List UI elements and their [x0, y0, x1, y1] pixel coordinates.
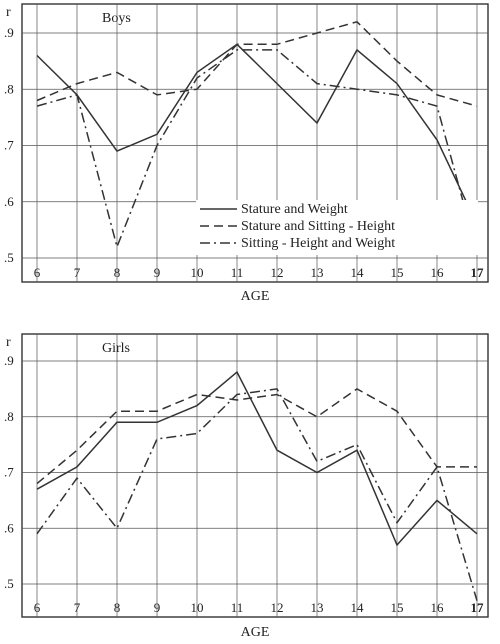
y-tick-label: .6 — [4, 194, 14, 209]
x-tick-label: 16 — [431, 600, 445, 615]
legend-entry: Sitting - Height and Weight — [241, 236, 395, 251]
x-tick-label: 17 — [471, 265, 485, 280]
x-tick-label: 14 — [351, 265, 365, 280]
series-line-solid — [36, 43, 478, 225]
series-line-dashed — [36, 20, 478, 107]
x-tick-label: 8 — [114, 600, 121, 615]
y-tick-label: .9 — [4, 25, 14, 40]
legend-entry: Stature and Weight — [241, 202, 348, 217]
x-tick-label: 12 — [271, 600, 284, 615]
y-tick-label: .7 — [4, 465, 14, 480]
y-tick-label: .8 — [4, 81, 14, 96]
panel-title: Boys — [102, 11, 131, 26]
y-tick-label: .7 — [4, 138, 14, 153]
x-tick-label: 11 — [231, 265, 244, 280]
y-tick-label: .5 — [4, 250, 14, 265]
x-axis-label: AGE — [241, 625, 270, 640]
x-tick-label: 15 — [391, 600, 404, 615]
chart-panel-girls: 6 7 8 9 10 11 12 13 14 15 16 17 .5 .6 .7 .8 .9 r AGE Girls — [4, 333, 489, 640]
x-tick-label: 6 — [34, 265, 41, 280]
y-axis-label: r — [6, 5, 11, 20]
legend-background — [196, 200, 478, 255]
x-tick-label: 14 — [351, 600, 365, 615]
series-line-dashed — [36, 388, 477, 485]
plot-frame — [21, 333, 489, 618]
y-axis-label: r — [6, 335, 11, 350]
x-tick-label: 13 — [311, 600, 324, 615]
x-tick-label: 10 — [191, 265, 204, 280]
x-tick-label: 16 — [431, 265, 445, 280]
x-tick-label: 8 — [114, 265, 121, 280]
plot-frame — [21, 3, 489, 283]
series-line-dashdot — [36, 49, 478, 253]
x-tick-label: 10 — [191, 600, 204, 615]
x-tick-label: 7 — [74, 600, 81, 615]
y-tick-label: .9 — [4, 353, 14, 368]
x-tick-label: 9 — [154, 600, 161, 615]
series-line-dashdot — [36, 388, 478, 601]
panel-title: Girls — [102, 341, 130, 356]
x-tick-label: 15 — [391, 265, 404, 280]
x-tick-label: 11 — [231, 600, 244, 615]
x-tick-label: 17 — [471, 600, 485, 615]
y-tick-label: .6 — [4, 520, 14, 535]
y-tick-label: .5 — [4, 576, 14, 591]
legend: Stature and Weight Stature and Sitting - … — [196, 200, 478, 255]
x-axis-label: AGE — [241, 289, 270, 304]
x-tick-label: 13 — [311, 265, 324, 280]
legend-entry: Stature and Sitting - Height — [241, 219, 395, 234]
y-tick-label: .8 — [4, 409, 14, 424]
x-tick-label: 6 — [34, 600, 41, 615]
x-tick-label: 12 — [271, 265, 284, 280]
x-tick-label: 9 — [154, 265, 161, 280]
series-line-solid — [36, 370, 478, 547]
x-tick-label: 7 — [74, 265, 81, 280]
chart-panel-boys: 6 7 8 9 10 11 12 13 14 15 16 17 .5 .6 .7 .8 .9 r AGE Boys St… — [4, 3, 489, 304]
